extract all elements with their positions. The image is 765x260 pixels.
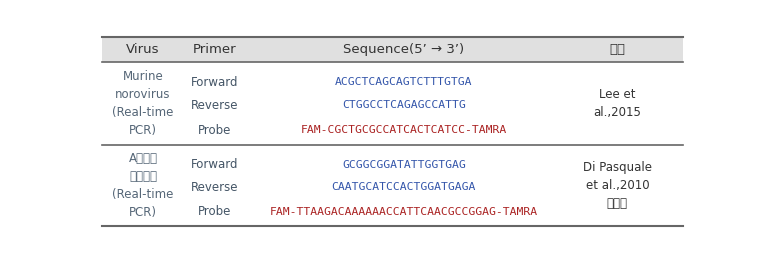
Text: Sequence(5’ → 3’): Sequence(5’ → 3’) <box>343 43 464 56</box>
Text: Virus: Virus <box>126 43 160 56</box>
Text: FAM-TTAAGACAAAAAACCATTCAACGCCGGAG-TAMRA: FAM-TTAAGACAAAAAACCATTCAACGCCGGAG-TAMRA <box>270 207 538 217</box>
Text: Probe: Probe <box>197 205 231 218</box>
Text: Reverse: Reverse <box>190 181 238 194</box>
Text: Reverse: Reverse <box>190 99 238 112</box>
Text: GCGGCGGATATTGGTGAG: GCGGCGGATATTGGTGAG <box>342 160 466 170</box>
Text: 출첸: 출첸 <box>610 43 625 56</box>
Text: Primer: Primer <box>192 43 236 56</box>
Text: Forward: Forward <box>190 76 238 89</box>
Text: CTGGCCTCAGAGCCATTG: CTGGCCTCAGAGCCATTG <box>342 100 466 110</box>
Text: FAM-CGCTGCGCCATCACTCATCC-TAMRA: FAM-CGCTGCGCCATCACTCATCC-TAMRA <box>301 125 507 135</box>
FancyBboxPatch shape <box>102 37 682 62</box>
Text: Forward: Forward <box>190 158 238 171</box>
Text: ACGCTCAGCAGTCTTTGTGA: ACGCTCAGCAGTCTTTGTGA <box>335 77 473 87</box>
Text: Murine
norovirus
(Real-time
PCR): Murine norovirus (Real-time PCR) <box>112 70 174 137</box>
Text: Di Pasquale
et al.,2010
식약첸: Di Pasquale et al.,2010 식약첸 <box>583 161 652 210</box>
Text: Probe: Probe <box>197 124 231 137</box>
Text: A형간염
바이러스
(Real-time
PCR): A형간염 바이러스 (Real-time PCR) <box>112 152 174 219</box>
Text: CAATGCATCCACTGGATGAGA: CAATGCATCCACTGGATGAGA <box>332 183 476 192</box>
Text: Lee et
al.,2015: Lee et al.,2015 <box>594 88 641 119</box>
